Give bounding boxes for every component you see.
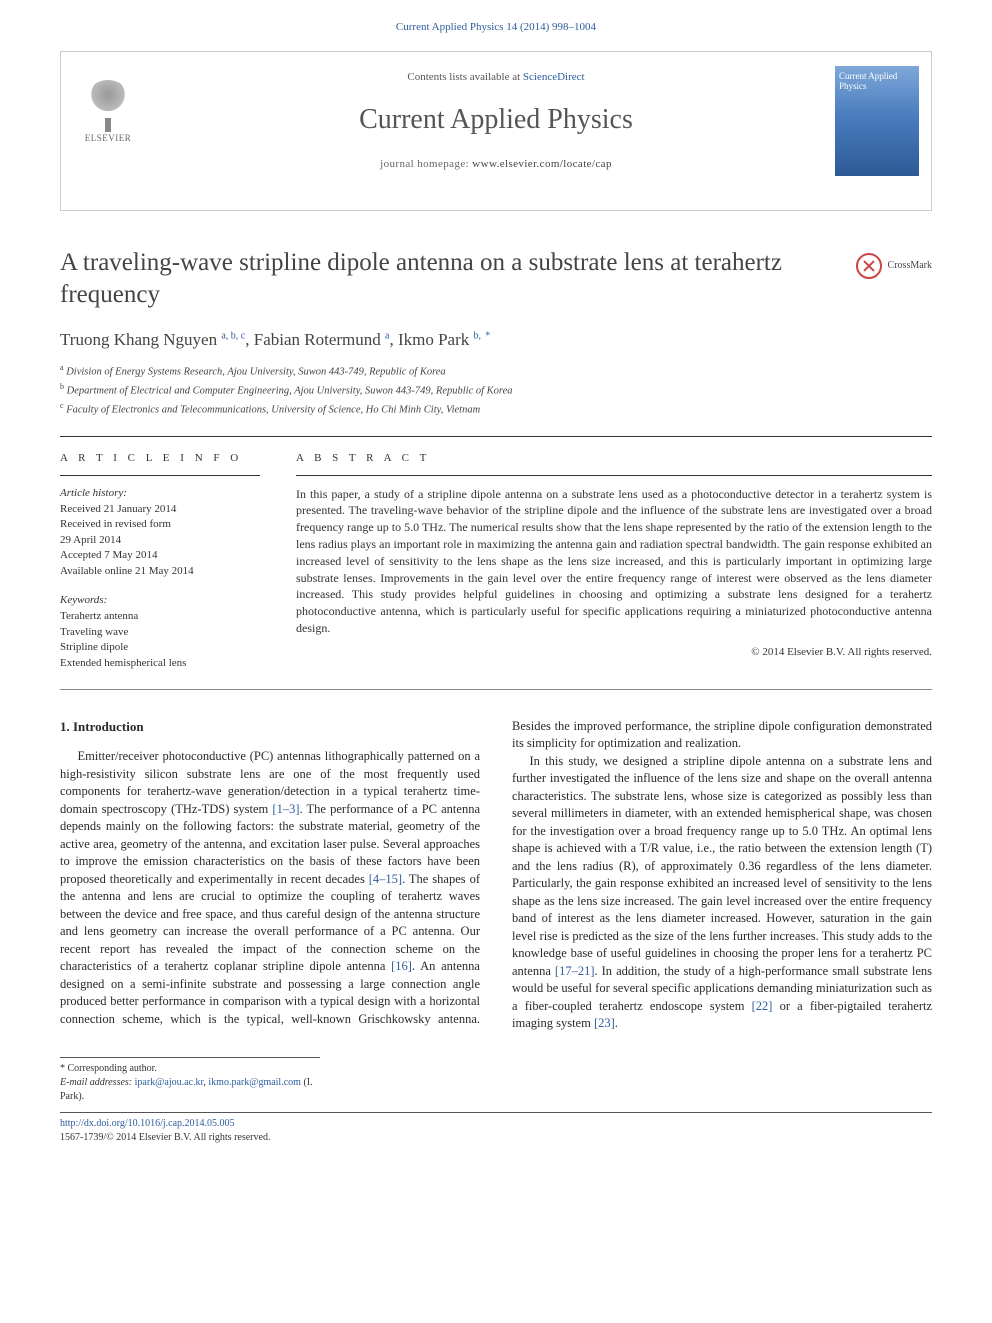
history-online: Available online 21 May 2014 [60, 564, 260, 579]
citation-4-15[interactable]: [4–15] [369, 872, 402, 886]
crossmark-icon [856, 253, 882, 279]
journal-name: Current Applied Physics [81, 100, 911, 139]
contents-prefix: Contents lists available at [407, 71, 522, 83]
article-header: CrossMark A traveling-wave stripline dip… [60, 247, 932, 418]
author-2: Fabian Rotermund [254, 330, 381, 349]
sciencedirect-link[interactable]: ScienceDirect [523, 71, 585, 83]
section-heading-intro: 1. Introduction [60, 718, 480, 736]
homepage-prefix: journal homepage: [380, 158, 472, 170]
author-1: Truong Khang Nguyen [60, 330, 217, 349]
elsevier-logo: ELSEVIER [73, 80, 143, 145]
citation-23[interactable]: [23] [594, 1016, 615, 1030]
keyword-2: Traveling wave [60, 625, 260, 640]
abstract-text: In this paper, a study of a stripline di… [296, 486, 932, 637]
journal-cover-thumbnail: Current Applied Physics [835, 66, 919, 176]
journal-header-box: ELSEVIER Current Applied Physics Content… [60, 51, 932, 211]
abstract-column: A B S T R A C T In this paper, a study o… [296, 451, 932, 671]
citation-17-21[interactable]: [17–21] [555, 964, 595, 978]
abstract-copyright: © 2014 Elsevier B.V. All rights reserved… [296, 645, 932, 660]
doi-link[interactable]: http://dx.doi.org/10.1016/j.cap.2014.05.… [60, 1117, 932, 1131]
citation-1-3[interactable]: [1–3] [272, 802, 299, 816]
affiliation-a: a Division of Energy Systems Research, A… [60, 362, 932, 380]
email-1[interactable]: ipark@ajou.ac.kr [135, 1077, 204, 1088]
affil-a-text: Division of Energy Systems Research, Ajo… [66, 366, 446, 377]
history-received: Received 21 January 2014 [60, 502, 260, 517]
citation-16[interactable]: [16] [391, 959, 412, 973]
running-head: Current Applied Physics 14 (2014) 998–10… [0, 0, 992, 43]
info-abstract-row: A R T I C L E I N F O Article history: R… [60, 437, 932, 689]
crossmark-badge[interactable]: CrossMark [856, 253, 932, 279]
history-revised-label: Received in revised form [60, 517, 260, 532]
abstract-label: A B S T R A C T [296, 451, 932, 466]
article-title: A traveling-wave stripline dipole antenn… [60, 247, 840, 310]
divider-bottom [60, 689, 932, 690]
author-1-affil: a, b, c [221, 330, 245, 341]
issn-copyright: 1567-1739/© 2014 Elsevier B.V. All right… [60, 1131, 932, 1145]
citation-22[interactable]: [22] [752, 999, 773, 1013]
history-accepted: Accepted 7 May 2014 [60, 548, 260, 563]
affiliation-b: b Department of Electrical and Computer … [60, 381, 932, 399]
corresponding-author-block: * Corresponding author. E-mail addresses… [60, 1057, 320, 1104]
corr-label: * Corresponding author. [60, 1062, 320, 1076]
email-label: E-mail addresses: [60, 1077, 135, 1088]
history-label: Article history: [60, 486, 260, 501]
affiliation-c: c Faculty of Electronics and Telecommuni… [60, 400, 932, 418]
keyword-1: Terahertz antenna [60, 609, 260, 624]
journal-homepage-line: journal homepage: www.elsevier.com/locat… [81, 157, 911, 172]
page-footer: http://dx.doi.org/10.1016/j.cap.2014.05.… [60, 1112, 932, 1145]
citation-text: Current Applied Physics 14 (2014) 998–10… [396, 21, 596, 33]
affil-c-text: Faculty of Electronics and Telecommunica… [66, 405, 480, 416]
abstract-divider [296, 475, 932, 476]
homepage-url[interactable]: www.elsevier.com/locate/cap [472, 158, 612, 170]
keywords-label: Keywords: [60, 593, 260, 608]
article-info-label: A R T I C L E I N F O [60, 451, 260, 466]
keyword-3: Stripline dipole [60, 640, 260, 655]
intro-paragraph-2: In this study, we designed a stripline d… [512, 753, 932, 1033]
corresponding-star: * [485, 330, 490, 341]
body-text: 1. Introduction Emitter/receiver photoco… [60, 718, 932, 1033]
cover-title: Current Applied Physics [839, 72, 915, 92]
affil-b-text: Department of Electrical and Computer En… [67, 385, 513, 396]
author-list: Truong Khang Nguyen a, b, c, Fabian Rote… [60, 328, 932, 352]
keyword-4: Extended hemispherical lens [60, 656, 260, 671]
crossmark-label: CrossMark [888, 259, 932, 273]
history-revised-date: 29 April 2014 [60, 533, 260, 548]
author-3: Ikmo Park [398, 330, 469, 349]
info-divider [60, 475, 260, 476]
contents-available-line: Contents lists available at ScienceDirec… [81, 70, 911, 85]
elsevier-label: ELSEVIER [73, 132, 143, 145]
article-info-column: A R T I C L E I N F O Article history: R… [60, 451, 260, 671]
author-2-affil: a [385, 330, 389, 341]
author-3-affil: b, [474, 330, 482, 341]
elsevier-tree-icon [84, 80, 132, 128]
email-2[interactable]: ikmo.park@gmail.com [208, 1077, 301, 1088]
corr-emails: E-mail addresses: ipark@ajou.ac.kr, ikmo… [60, 1076, 320, 1104]
